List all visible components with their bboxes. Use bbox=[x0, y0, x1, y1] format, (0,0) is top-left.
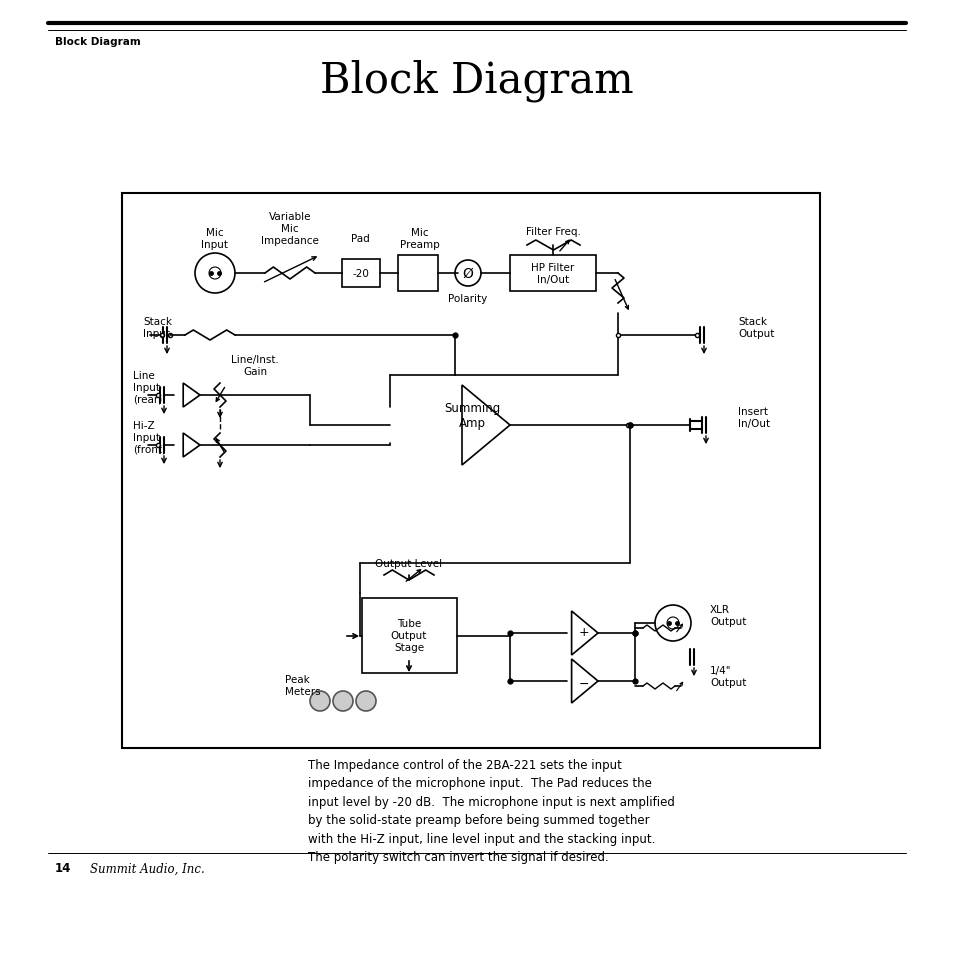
Text: Insert
In/Out: Insert In/Out bbox=[738, 407, 769, 428]
Text: Filter Freq.: Filter Freq. bbox=[525, 227, 579, 236]
Text: Mic
Preamp: Mic Preamp bbox=[399, 228, 439, 250]
Circle shape bbox=[355, 691, 375, 711]
Text: -20: -20 bbox=[353, 269, 369, 278]
Text: Variable
Mic
Impedance: Variable Mic Impedance bbox=[261, 213, 318, 245]
Circle shape bbox=[655, 605, 690, 641]
Text: Polarity: Polarity bbox=[448, 294, 487, 304]
Text: Block Diagram: Block Diagram bbox=[320, 60, 633, 102]
Polygon shape bbox=[461, 386, 510, 465]
Text: Summing
Amp: Summing Amp bbox=[443, 401, 499, 430]
Circle shape bbox=[310, 691, 330, 711]
Text: XLR
Output: XLR Output bbox=[709, 604, 745, 626]
Bar bbox=[341, 260, 379, 288]
Text: +: + bbox=[578, 625, 589, 638]
Text: Stack
Input: Stack Input bbox=[143, 316, 172, 338]
Text: 14: 14 bbox=[55, 862, 71, 875]
Text: Line/Inst.
Gain: Line/Inst. Gain bbox=[231, 355, 278, 376]
Text: Mic
Input: Mic Input bbox=[201, 228, 229, 250]
Text: Ø: Ø bbox=[462, 267, 473, 281]
Text: HP Filter
In/Out: HP Filter In/Out bbox=[531, 263, 574, 285]
Circle shape bbox=[333, 691, 353, 711]
Text: −: − bbox=[578, 677, 589, 690]
Polygon shape bbox=[183, 384, 200, 408]
Text: Summit Audio, Inc.: Summit Audio, Inc. bbox=[90, 862, 205, 875]
Text: Line
Input
(rear): Line Input (rear) bbox=[132, 371, 162, 404]
Text: The Impedance control of the 2BA-221 sets the input
impedance of the microphone : The Impedance control of the 2BA-221 set… bbox=[308, 759, 674, 863]
Polygon shape bbox=[571, 659, 598, 703]
Circle shape bbox=[666, 618, 679, 629]
Bar bbox=[397, 255, 437, 292]
Circle shape bbox=[455, 261, 480, 287]
Bar bbox=[510, 255, 596, 292]
Polygon shape bbox=[183, 434, 200, 457]
Circle shape bbox=[194, 253, 234, 294]
Text: Hi-Z
Input
(front): Hi-Z Input (front) bbox=[132, 421, 166, 455]
Text: Output Level: Output Level bbox=[375, 558, 442, 568]
Text: Peak
Meters: Peak Meters bbox=[285, 675, 320, 696]
Text: Tube
Output
Stage: Tube Output Stage bbox=[391, 618, 427, 652]
Bar bbox=[122, 193, 820, 748]
Polygon shape bbox=[571, 612, 598, 656]
Text: Block Diagram: Block Diagram bbox=[55, 37, 141, 47]
Text: Pad: Pad bbox=[351, 233, 369, 244]
Bar bbox=[361, 598, 456, 673]
Circle shape bbox=[209, 268, 221, 280]
Text: 1/4"
Output: 1/4" Output bbox=[709, 665, 745, 687]
Text: Stack
Output: Stack Output bbox=[738, 316, 774, 338]
